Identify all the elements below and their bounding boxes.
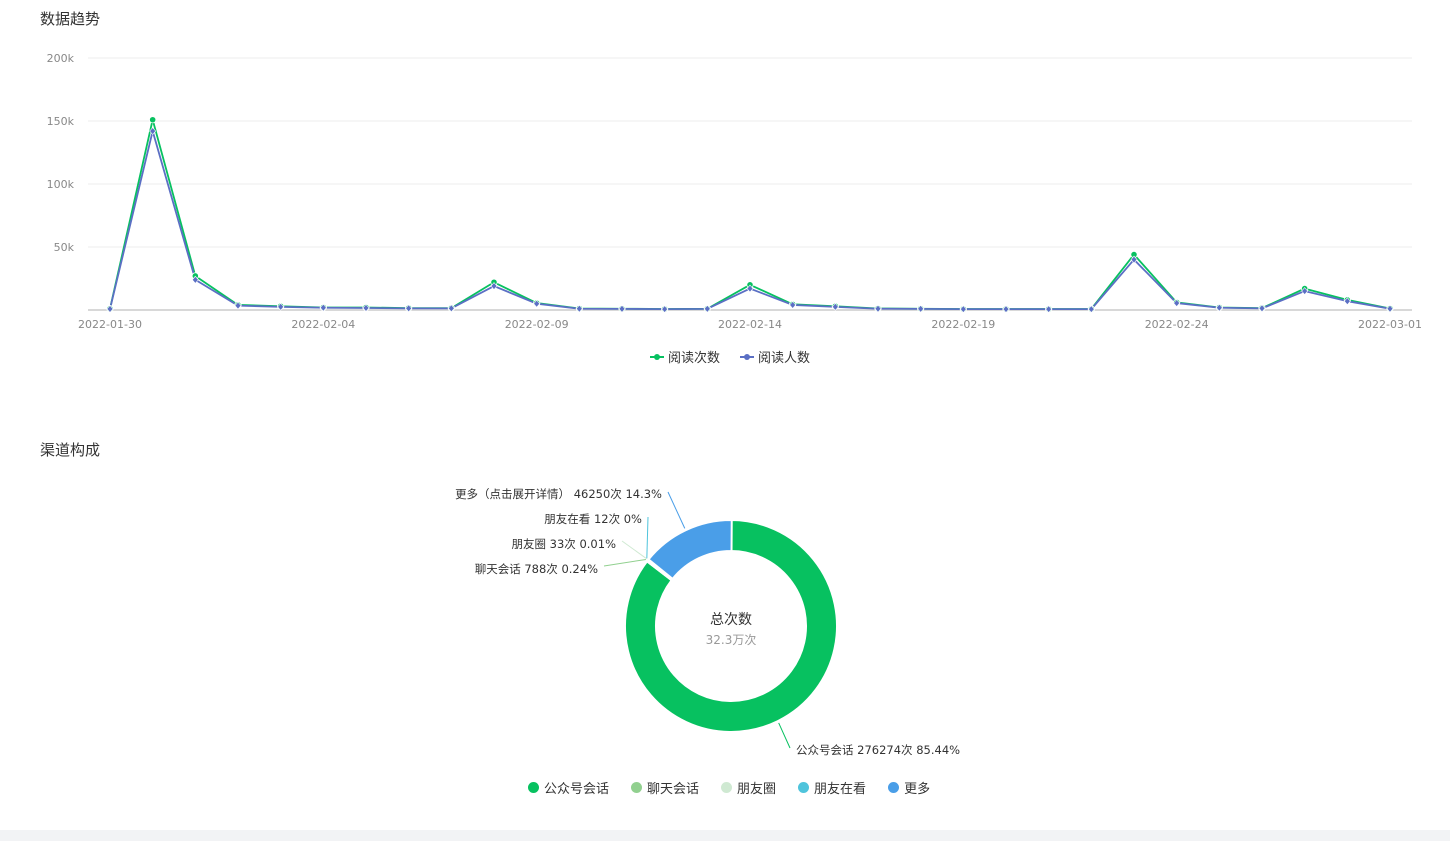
- legend-dot-official-chat: [528, 782, 539, 793]
- point-readers: [874, 304, 882, 313]
- label-line-moments: [621, 540, 647, 560]
- x-tick-label: 2022-02-14: [718, 318, 782, 331]
- label-line-more: [667, 491, 686, 529]
- point-readers: [1215, 303, 1223, 312]
- legend-item-more[interactable]: 更多: [888, 778, 930, 797]
- legend-swatch-readers: [740, 352, 755, 362]
- point-readers: [746, 284, 754, 293]
- trend-section-title: 数据趋势: [40, 10, 101, 28]
- channel-legend: 公众号会话 聊天会话 朋友圈 朋友在看 更多: [528, 778, 930, 797]
- point-readers: [575, 304, 583, 313]
- point-readers: [277, 302, 285, 311]
- point-readers: [1130, 255, 1138, 264]
- x-tick-label: 2022-02-19: [931, 318, 995, 331]
- point-readers: [917, 304, 925, 313]
- point-readers: [789, 300, 797, 309]
- legend-dot-moments: [721, 782, 733, 793]
- point-readers: [959, 305, 967, 314]
- point-readers: [447, 304, 455, 313]
- label-line-official-chat: [778, 722, 791, 749]
- point-readers: [191, 275, 199, 284]
- point-readers: [618, 304, 626, 313]
- legend-item-chat[interactable]: 聊天会话: [631, 778, 699, 797]
- legend-item-friends-watching[interactable]: 朋友在看: [798, 778, 866, 797]
- slice-label-chat: 聊天会话 788次 0.24%: [475, 562, 598, 576]
- legend-item-moments[interactable]: 朋友圈: [721, 778, 776, 797]
- point-readers: [1343, 297, 1351, 306]
- x-tick-label: 2022-01-30: [78, 318, 142, 331]
- slice-label-friends-watching: 朋友在看 12次 0%: [544, 512, 642, 526]
- legend-dot-more: [888, 782, 900, 793]
- x-tick-label: 2022-03-01: [1358, 318, 1422, 331]
- legend-label-chat: 聊天会话: [647, 782, 700, 797]
- point-readers: [1173, 299, 1181, 308]
- slice-more: [647, 519, 733, 581]
- x-tick-label: 2022-02-24: [1145, 318, 1209, 331]
- legend-label-friends-watching: 朋友在看: [814, 782, 867, 797]
- legend-label-official-chat: 公众号会话: [544, 782, 610, 797]
- point-readers: [831, 302, 839, 311]
- point-readers: [106, 305, 114, 313]
- legend-label-more: 更多: [904, 782, 931, 797]
- slice-official-chat: [624, 518, 838, 733]
- point-readers: [490, 282, 498, 291]
- point-readers: [405, 304, 413, 313]
- point-readers: [149, 127, 157, 136]
- y-tick-label: 50k: [54, 241, 75, 254]
- point-readers: [1386, 304, 1394, 313]
- donut-center-label: 总次数: [710, 612, 752, 628]
- point-readers: [1258, 304, 1266, 313]
- point-readers: [1002, 305, 1010, 314]
- point-readers: [1301, 287, 1309, 296]
- x-tick-label: 2022-02-04: [291, 318, 355, 331]
- point-readers: [533, 299, 541, 308]
- legend-dot-friends-watching: [798, 782, 810, 793]
- slice-label-more: 更多（点击展开详情） 46250次 14.3%: [455, 487, 662, 501]
- legend-item-readers[interactable]: 阅读人数: [740, 347, 810, 366]
- y-tick-label: 150k: [47, 115, 75, 128]
- legend-item-reads[interactable]: 阅读次数: [650, 347, 720, 366]
- point-readers: [661, 305, 669, 314]
- donut-center-value: 32.3万次: [706, 633, 757, 647]
- x-tick-label: 2022-02-09: [505, 318, 569, 331]
- trend-legend: 阅读次数 阅读人数: [650, 347, 810, 366]
- legend-dot-chat: [631, 782, 643, 793]
- series-line-reads: [109, 118, 1391, 310]
- channel-section-title: 渠道构成: [40, 441, 101, 459]
- point-readers: [1087, 305, 1095, 314]
- slice-label-moments: 朋友圈 33次 0.01%: [512, 537, 617, 551]
- y-tick-label: 100k: [47, 178, 75, 191]
- legend-item-official-chat[interactable]: 公众号会话: [528, 778, 609, 797]
- label-line-chat: [603, 558, 646, 567]
- legend-label-reads: 阅读次数: [668, 351, 721, 366]
- point-readers: [362, 304, 370, 312]
- legend-label-moments: 朋友圈: [737, 782, 777, 797]
- point-readers: [703, 304, 711, 313]
- y-tick-label: 200k: [47, 52, 75, 65]
- trend-line-chart: 50k 100k 150k 200k 2022-01-30 2022-02-04 2022-…: [47, 52, 1422, 331]
- point-readers: [1045, 305, 1053, 314]
- legend-label-readers: 阅读人数: [758, 351, 811, 366]
- legend-swatch-reads: [650, 352, 664, 362]
- point-reads: [149, 116, 157, 124]
- slice-label-official-chat: 公众号会话 276274次 85.44%: [796, 743, 960, 757]
- point-readers: [234, 301, 242, 310]
- label-line-friends-watching: [646, 516, 649, 559]
- point-readers: [319, 303, 327, 312]
